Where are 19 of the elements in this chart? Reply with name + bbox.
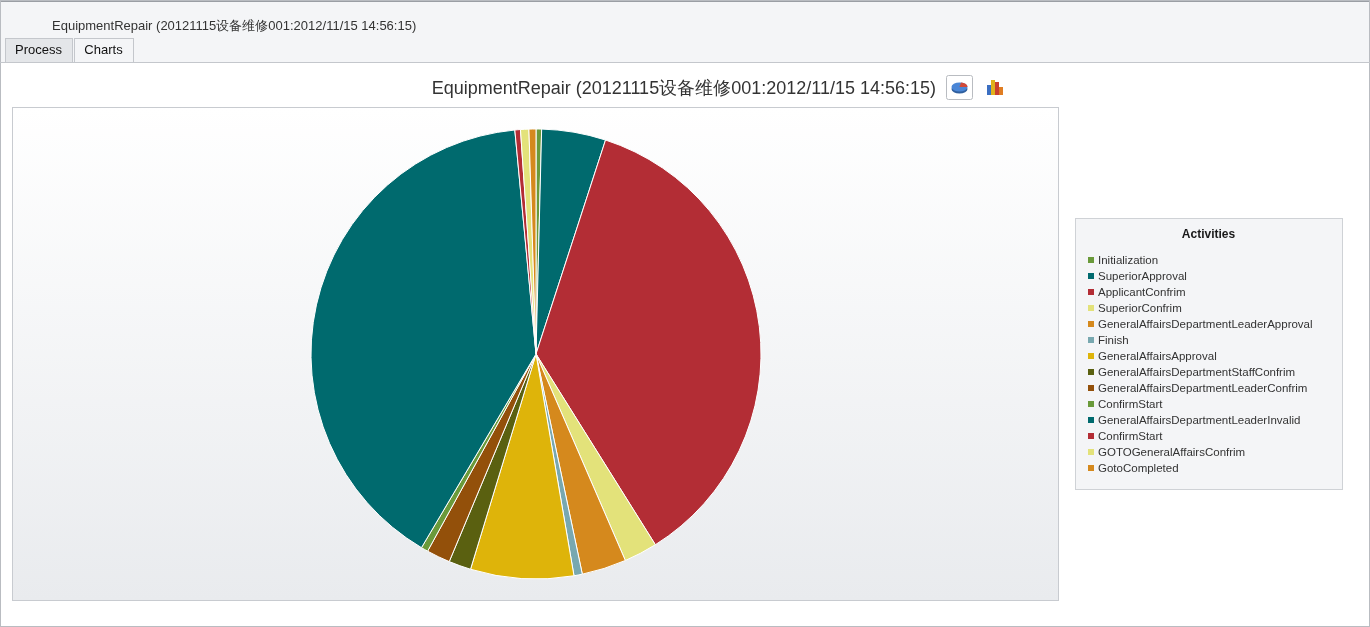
text: Charts xyxy=(84,41,124,57)
legend-label: SuperiorConfrim xyxy=(1098,302,1182,314)
legend-label: ConfirmStart xyxy=(1098,430,1164,442)
legend-label: GeneralAffairsDepartmentLeaderInvalid xyxy=(1098,414,1301,426)
legend-label: GeneralAffairsApproval xyxy=(1098,350,1217,362)
legend-title: Activities xyxy=(1181,227,1236,241)
legend-label: ConfirmStart xyxy=(1098,398,1164,410)
legend-label: GeneralAffairsDepartmentLeaderApproval xyxy=(1098,318,1313,330)
legend-label: GeneralAffairsDepartmentLeaderConfrim xyxy=(1098,382,1308,394)
text: EquipmentRepair (20121115设备维修001:2012/11/15 14:56:15) xyxy=(52,17,417,33)
legend-label: Finish xyxy=(1098,334,1129,346)
legend-label: GeneralAffairsDepartmentStaffConfrim xyxy=(1098,366,1296,378)
legend-label: GotoCompleted xyxy=(1098,462,1179,474)
text: Process xyxy=(15,41,63,57)
chart-title: EquipmentRepair (20121115设备维修001:2012/11/15 14:56:15) xyxy=(431,78,936,98)
legend-label: Initialization xyxy=(1098,254,1159,266)
legend-label: ApplicantConfrim xyxy=(1098,286,1186,298)
legend-label: GOTOGeneralAffairsConfrim xyxy=(1098,446,1246,458)
legend-label: SuperiorApproval xyxy=(1098,270,1187,282)
